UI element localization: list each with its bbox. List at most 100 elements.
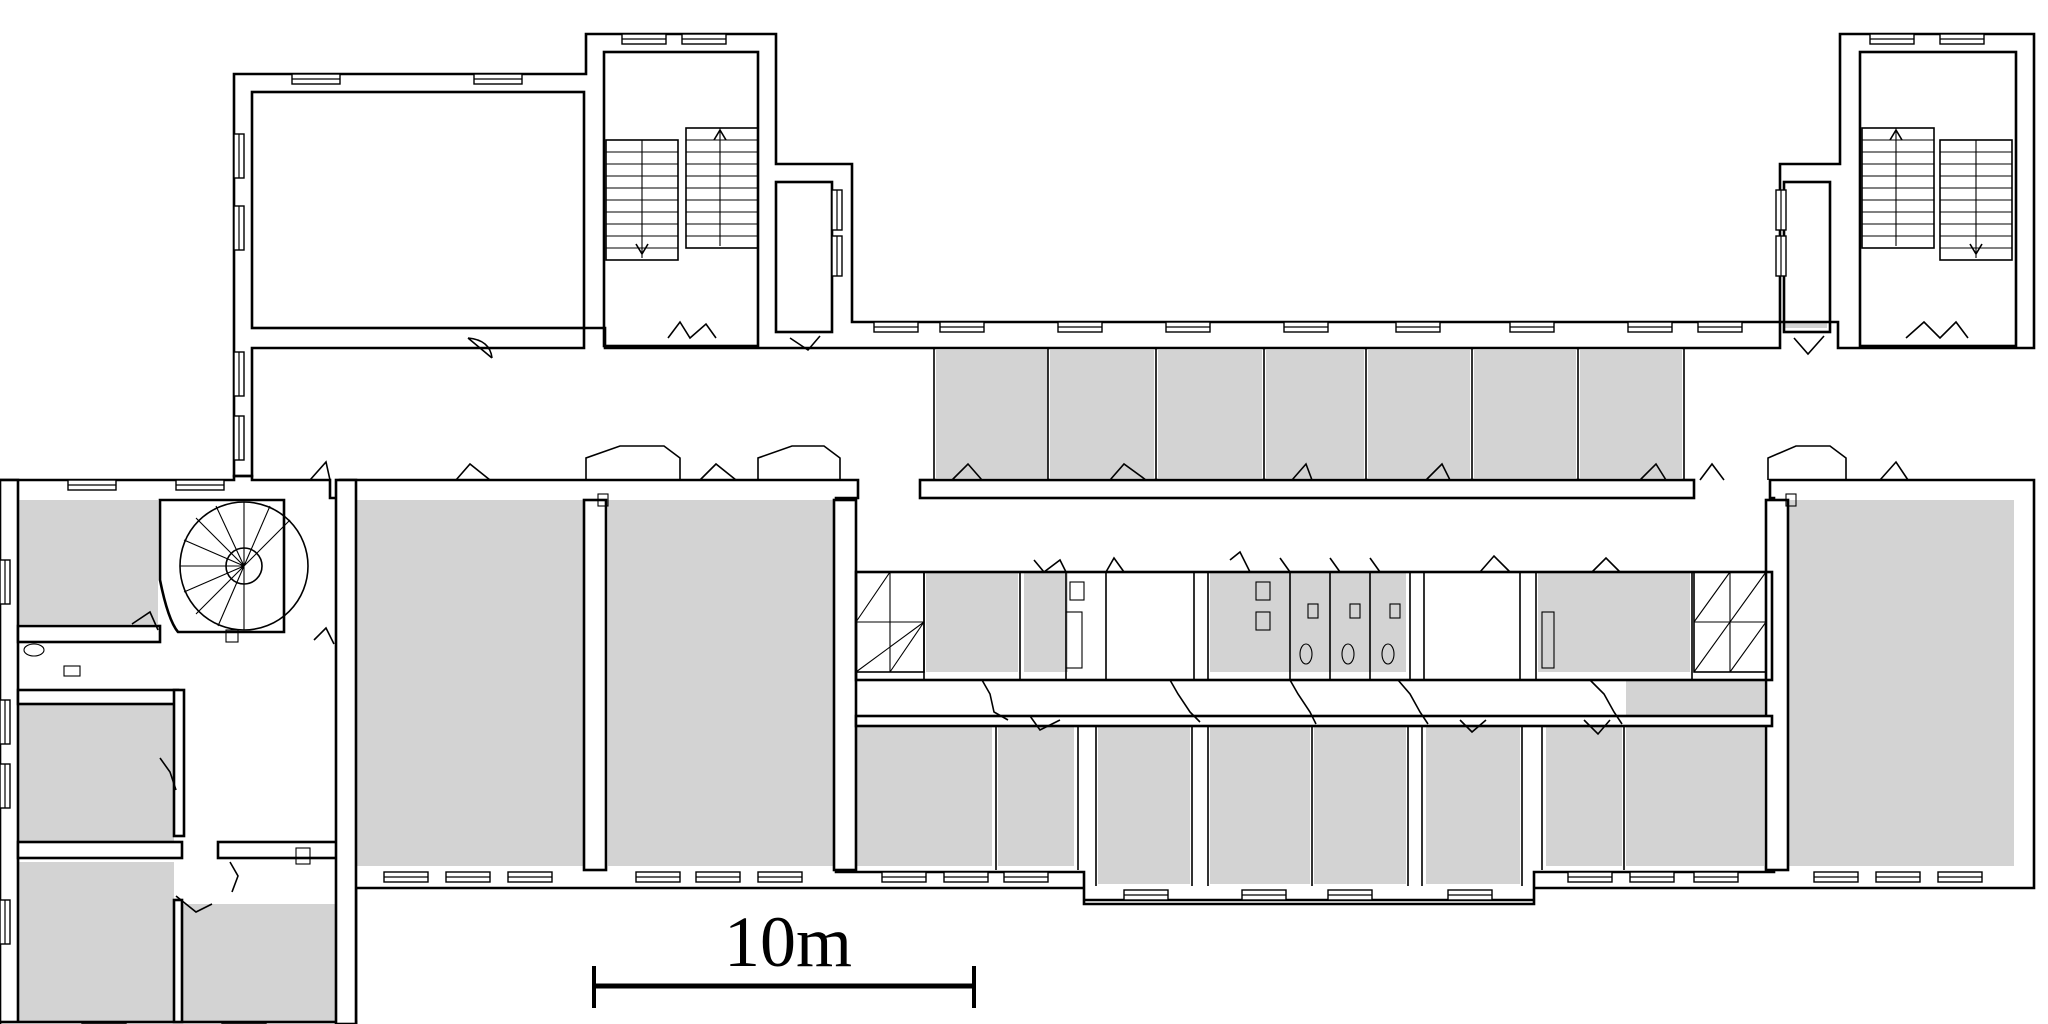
lecture-room-3 bbox=[1788, 500, 2014, 866]
window-icon bbox=[681, 33, 727, 45]
room-lower-4 bbox=[1210, 724, 1310, 884]
door-swing-icon bbox=[1109, 462, 1147, 481]
window-icon bbox=[1775, 189, 1787, 231]
window-icon bbox=[1123, 889, 1169, 901]
door-swing-icon bbox=[1169, 679, 1201, 723]
shower-icon bbox=[1065, 611, 1083, 669]
room-left-wing-2 bbox=[18, 692, 174, 842]
window-icon bbox=[445, 871, 491, 883]
stair-treads-right bbox=[1862, 128, 2012, 258]
window-icon bbox=[1869, 33, 1915, 45]
scale-bar: 10m bbox=[592, 902, 976, 1008]
window-icon bbox=[1327, 889, 1373, 901]
window-icon bbox=[0, 559, 11, 605]
window-icon bbox=[1395, 321, 1441, 333]
window-icon bbox=[1567, 871, 1613, 883]
service-room-2 bbox=[1024, 572, 1068, 672]
stair-arrow bbox=[635, 129, 727, 255]
spiral-stair-treads bbox=[180, 502, 291, 630]
door-swing-icon bbox=[229, 861, 239, 893]
office-upper-3 bbox=[1158, 350, 1262, 478]
door-swing-icon bbox=[159, 757, 177, 791]
window-icon bbox=[233, 415, 245, 461]
window-icon bbox=[1775, 235, 1787, 277]
room-left-wing-1 bbox=[18, 500, 158, 624]
left-wing-partition-6 bbox=[172, 898, 184, 1024]
door-swing-icon bbox=[699, 462, 737, 481]
left-wing-partition-1 bbox=[16, 624, 162, 644]
upper-office-row-wall bbox=[918, 478, 1696, 500]
elevator-icon bbox=[597, 493, 609, 507]
window-icon bbox=[1693, 871, 1739, 883]
glazed-bays bbox=[855, 571, 1767, 673]
window-icon bbox=[881, 871, 927, 883]
right-straight-stair bbox=[1861, 127, 2013, 261]
shower-icon bbox=[1541, 611, 1555, 669]
room-lower-1 bbox=[856, 724, 992, 866]
window-icon bbox=[233, 133, 245, 179]
office-upper-5 bbox=[1368, 350, 1470, 478]
spiral-stair bbox=[158, 498, 309, 634]
door-swing-icon bbox=[1029, 715, 1061, 732]
window-icon bbox=[507, 871, 553, 883]
door-swing-icon bbox=[1425, 462, 1451, 481]
lecture-room-2 bbox=[608, 500, 834, 866]
room-lower-6 bbox=[1426, 724, 1520, 884]
door-swing-icon bbox=[1905, 320, 1969, 340]
door-swing-icon bbox=[309, 460, 331, 481]
window-icon bbox=[1697, 321, 1743, 333]
door-swing-icon bbox=[1397, 679, 1429, 725]
wall-right-stair bbox=[1858, 50, 2018, 348]
window-icon bbox=[621, 33, 667, 45]
window-icon bbox=[1241, 889, 1287, 901]
door-swing-icon bbox=[1583, 719, 1611, 736]
sink-icon bbox=[1069, 581, 1085, 601]
window-icon bbox=[1057, 321, 1103, 333]
door-swing-icon bbox=[1033, 558, 1067, 574]
window-icon bbox=[695, 871, 741, 883]
glazed-bay-left-lines bbox=[855, 571, 925, 673]
wall-top-left-wing bbox=[232, 32, 2036, 478]
scale-label: 10m bbox=[724, 902, 852, 982]
door-swing-icon bbox=[667, 320, 717, 340]
room-left-wing-3 bbox=[18, 862, 174, 1022]
room-lower-8 bbox=[1626, 680, 1764, 866]
lecture-wall-3 bbox=[1764, 498, 1790, 872]
door-swing-icon bbox=[1329, 557, 1381, 573]
door-swing-icon bbox=[981, 679, 1009, 721]
left-wing-partition-2 bbox=[16, 688, 180, 706]
window-icon bbox=[757, 871, 803, 883]
door-swing-icon bbox=[131, 610, 159, 631]
stair-arrow bbox=[1889, 129, 1983, 255]
wall-left-wing-outer bbox=[0, 478, 20, 1024]
door-swing-icon bbox=[455, 462, 491, 481]
stair-treads-left bbox=[606, 128, 758, 258]
toilet-icon bbox=[1299, 643, 1313, 665]
lower-room-partitions bbox=[995, 720, 1625, 886]
window-icon bbox=[1813, 871, 1859, 883]
window-icon bbox=[757, 445, 841, 480]
door-swing-icon bbox=[1105, 556, 1125, 573]
window-icon bbox=[0, 899, 11, 945]
window-icon bbox=[175, 479, 225, 491]
window-icon bbox=[1509, 321, 1555, 333]
window-icon bbox=[1629, 871, 1675, 883]
door-swing-icon bbox=[1289, 679, 1317, 725]
sink-icon bbox=[63, 665, 81, 677]
door-swing-icon bbox=[1229, 550, 1291, 573]
door-swing-icon bbox=[1291, 462, 1313, 481]
doors bbox=[131, 320, 1969, 913]
window-icon bbox=[473, 73, 523, 85]
window-icon bbox=[1937, 871, 1983, 883]
service-room-1 bbox=[926, 572, 1018, 672]
sink-icon bbox=[1255, 611, 1271, 631]
window-icon bbox=[635, 871, 681, 883]
window-icon bbox=[1283, 321, 1329, 333]
window-icon bbox=[233, 205, 245, 251]
window-icon bbox=[0, 699, 11, 745]
sink-icon bbox=[1255, 581, 1271, 601]
toilet-icon bbox=[295, 847, 311, 865]
office-upper-2 bbox=[1050, 350, 1154, 478]
restroom-block bbox=[1210, 572, 1406, 672]
